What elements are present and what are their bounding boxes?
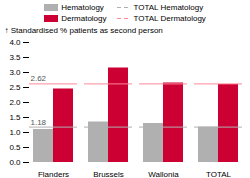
- svg-text:1.5: 1.5: [9, 113, 21, 122]
- svg-text:Flanders: Flanders: [38, 170, 69, 178]
- html-text:TOTAL Hematology: TOTAL Hematology: [133, 3, 204, 12]
- svg-text:2.62: 2.62: [31, 74, 47, 83]
- html-text:Dermatology: Dermatology: [61, 14, 107, 23]
- svg-text:0.5: 0.5: [9, 143, 21, 152]
- svg-text:3.5: 3.5: [9, 53, 21, 62]
- svg-text:Brussels: Brussels: [93, 170, 124, 178]
- html-text:Hematology: Hematology: [61, 3, 104, 12]
- svg-text:↑ Standardised % patients as s: ↑ Standardised % patients as second pers…: [5, 26, 163, 35]
- svg-text:2.5: 2.5: [9, 83, 21, 92]
- svg-text:Wallonia: Wallonia: [148, 170, 179, 178]
- svg-text:4.0: 4.0: [9, 38, 21, 47]
- svg-text:0.0: 0.0: [9, 158, 21, 167]
- svg-text:2.0: 2.0: [9, 98, 21, 107]
- svg-text:TOTAL: TOTAL: [206, 170, 232, 178]
- svg-text:1.18: 1.18: [31, 118, 47, 127]
- html-text:TOTAL Dermatology: TOTAL Dermatology: [133, 14, 206, 23]
- svg-text:3.0: 3.0: [9, 68, 21, 77]
- svg-text:1.0: 1.0: [9, 128, 21, 137]
